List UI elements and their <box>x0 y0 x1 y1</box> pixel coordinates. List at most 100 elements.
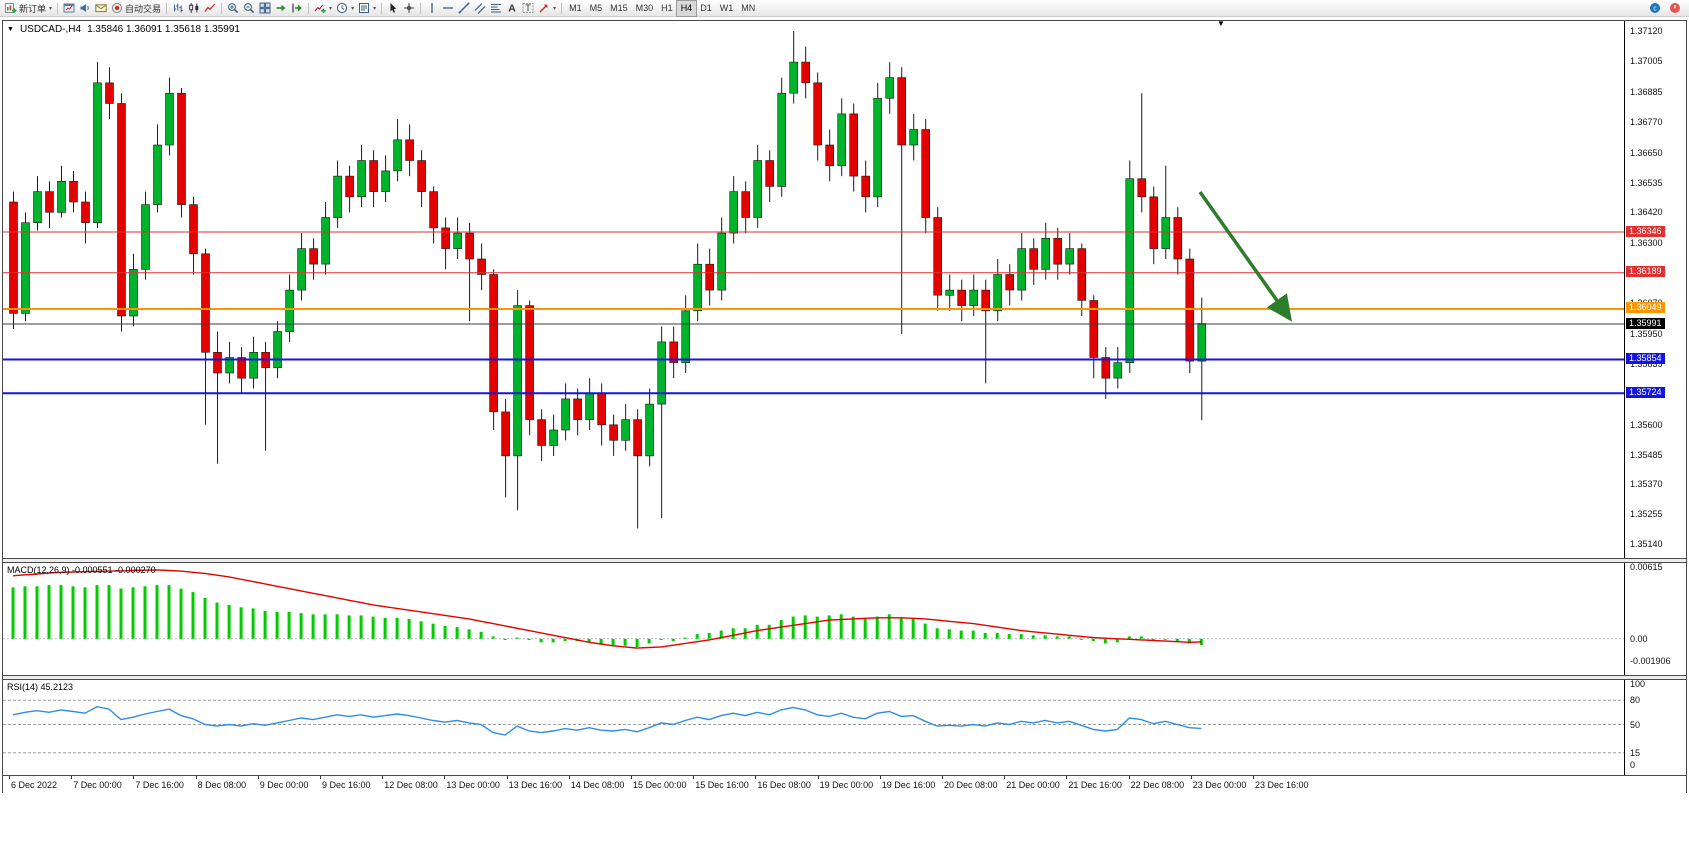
trend-arrow-object[interactable] <box>1198 190 1293 322</box>
timeframe-m15[interactable]: M15 <box>606 1 632 16</box>
profiles-button[interactable] <box>61 1 77 16</box>
caret-down-icon: ▾ <box>373 5 377 12</box>
rsi-pane[interactable]: RSI(14) 45.2123 100 80 50 15 0 <box>3 679 1686 775</box>
label-button[interactable]: T <box>520 1 536 16</box>
rsi-axis-label: 100 <box>1630 679 1646 689</box>
sound-button[interactable] <box>77 1 93 16</box>
candlestick-chart-button[interactable] <box>186 1 202 16</box>
time-label: 9 Dec 00:00 <box>259 780 309 790</box>
new-order-button[interactable]: 新订单 ▾ <box>3 1 54 16</box>
auto-trading-button[interactable]: 自动交易 <box>109 1 163 16</box>
chart-header: ▼ USDCAD-,H4 1.35846 1.36091 1.35618 1.3… <box>7 24 240 35</box>
indicators-button[interactable]: ▾ <box>312 1 334 16</box>
timeframe-d1[interactable]: D1 <box>696 1 716 16</box>
price-level-badge: 1.35724 <box>1626 386 1665 398</box>
timeframe-h4[interactable]: H4 <box>675 0 698 17</box>
news-button[interactable] <box>93 1 109 16</box>
rsi-indicator-label: RSI(14) 45.2123 <box>7 682 74 692</box>
toolbar-separator <box>221 2 223 14</box>
chart-shift-button[interactable] <box>289 1 305 16</box>
timeframe-m1[interactable]: M1 <box>565 1 586 16</box>
arrows-button[interactable]: ▾ <box>536 1 558 16</box>
text-button[interactable]: A <box>504 1 520 16</box>
line-chart-button[interactable] <box>202 1 218 16</box>
speaker-icon <box>80 4 89 12</box>
price-chart-surface[interactable] <box>3 21 1625 558</box>
time-tick <box>568 776 570 779</box>
price-tick-label: 1.36535 <box>1630 177 1663 188</box>
zoom-in-button[interactable] <box>225 1 241 16</box>
time-label: 19 Dec 16:00 <box>881 780 936 790</box>
timeframe-m5[interactable]: M5 <box>586 1 607 16</box>
macd-signal-line <box>12 569 1202 649</box>
channel-button[interactable] <box>472 1 488 16</box>
pane-divider[interactable] <box>3 558 1686 563</box>
time-tick <box>382 776 384 779</box>
rsi-chart-surface[interactable] <box>3 680 1625 775</box>
time-label: 16 Dec 08:00 <box>757 780 811 790</box>
timeframe-m30[interactable]: M30 <box>632 1 658 16</box>
caret-down-icon: ▾ <box>351 5 355 12</box>
template-icon <box>359 3 370 13</box>
price-pane[interactable]: ▼ USDCAD-,H4 1.35846 1.36091 1.35618 1.3… <box>3 19 1686 558</box>
timeframe-mn[interactable]: MN <box>737 1 759 16</box>
price-tick-label: 1.36420 <box>1630 207 1663 218</box>
rsi-axis-label: 0 <box>1630 760 1636 770</box>
text-icon: A <box>508 4 515 15</box>
time-label: 19 Dec 00:00 <box>819 780 874 790</box>
periods-button[interactable]: ▾ <box>334 1 356 16</box>
macd-chart-surface[interactable] <box>3 563 1625 675</box>
price-tick-label: 1.35600 <box>1630 419 1663 430</box>
timeframe-h1[interactable]: H1 <box>657 1 677 16</box>
connection-status-button[interactable] <box>1667 1 1683 16</box>
time-label: 23 Dec 00:00 <box>1192 780 1247 790</box>
toolbar-right-group: c <box>1647 1 1686 16</box>
macd-axis-label: -0.001906 <box>1630 656 1671 666</box>
trendline-button[interactable] <box>456 1 472 16</box>
cursor-button[interactable] <box>385 1 401 16</box>
crosshair-button[interactable] <box>401 1 417 16</box>
bar-chart-icon <box>174 3 183 13</box>
price-tick-label: 1.35255 <box>1630 509 1663 520</box>
fibonacci-button[interactable] <box>488 1 504 16</box>
time-tick <box>1066 776 1068 779</box>
tile-windows-button[interactable] <box>257 1 273 16</box>
time-label: 9 Dec 16:00 <box>322 780 371 790</box>
time-label: 20 Dec 08:00 <box>944 780 998 790</box>
one-click-trading-toggle-icon[interactable]: ▼ <box>7 26 14 33</box>
horizontal-line-icon <box>443 7 454 9</box>
price-level-badge: 1.35854 <box>1626 353 1665 364</box>
time-label: 22 Dec 08:00 <box>1130 780 1185 790</box>
chart-shift-marker-icon[interactable]: ▼ <box>1217 19 1225 28</box>
price-tick-label: 1.35485 <box>1630 449 1663 460</box>
vertical-line-button[interactable] <box>424 1 440 16</box>
price-tick-label: 1.37005 <box>1630 55 1663 66</box>
time-tick <box>631 776 632 779</box>
timeframe-w1[interactable]: W1 <box>716 1 738 16</box>
toolbar-separator <box>561 2 563 14</box>
community-button[interactable]: c <box>1647 1 1663 16</box>
caret-down-icon: ▾ <box>329 5 333 12</box>
time-tick <box>506 776 508 779</box>
macd-pane[interactable]: MACD(12,26,9) -0.000551 -0.000270 0.0061… <box>3 562 1686 675</box>
macd-axis-label: 0.00615 <box>1630 562 1663 572</box>
time-label: 13 Dec 00:00 <box>446 780 500 790</box>
pane-divider[interactable] <box>3 675 1686 680</box>
time-label: 15 Dec 00:00 <box>633 780 687 790</box>
price-tick-label: 1.36770 <box>1630 116 1663 127</box>
chart-shift-icon <box>292 3 303 13</box>
horizontal-line-button[interactable] <box>440 1 456 16</box>
time-label: 7 Dec 16:00 <box>135 780 184 790</box>
time-tick <box>1190 776 1192 779</box>
bar-chart-button[interactable] <box>170 1 186 16</box>
time-tick <box>1253 776 1254 779</box>
time-label: 7 Dec 00:00 <box>73 780 122 790</box>
time-tick <box>755 776 757 779</box>
templates-button[interactable]: ▾ <box>356 1 378 16</box>
zoom-out-button[interactable] <box>241 1 257 16</box>
time-tick <box>817 776 819 779</box>
time-tick <box>71 776 73 779</box>
auto-scroll-button[interactable] <box>273 1 289 16</box>
bid-price-badge: 1.35991 <box>1626 317 1665 329</box>
status-icon <box>1670 3 1680 13</box>
